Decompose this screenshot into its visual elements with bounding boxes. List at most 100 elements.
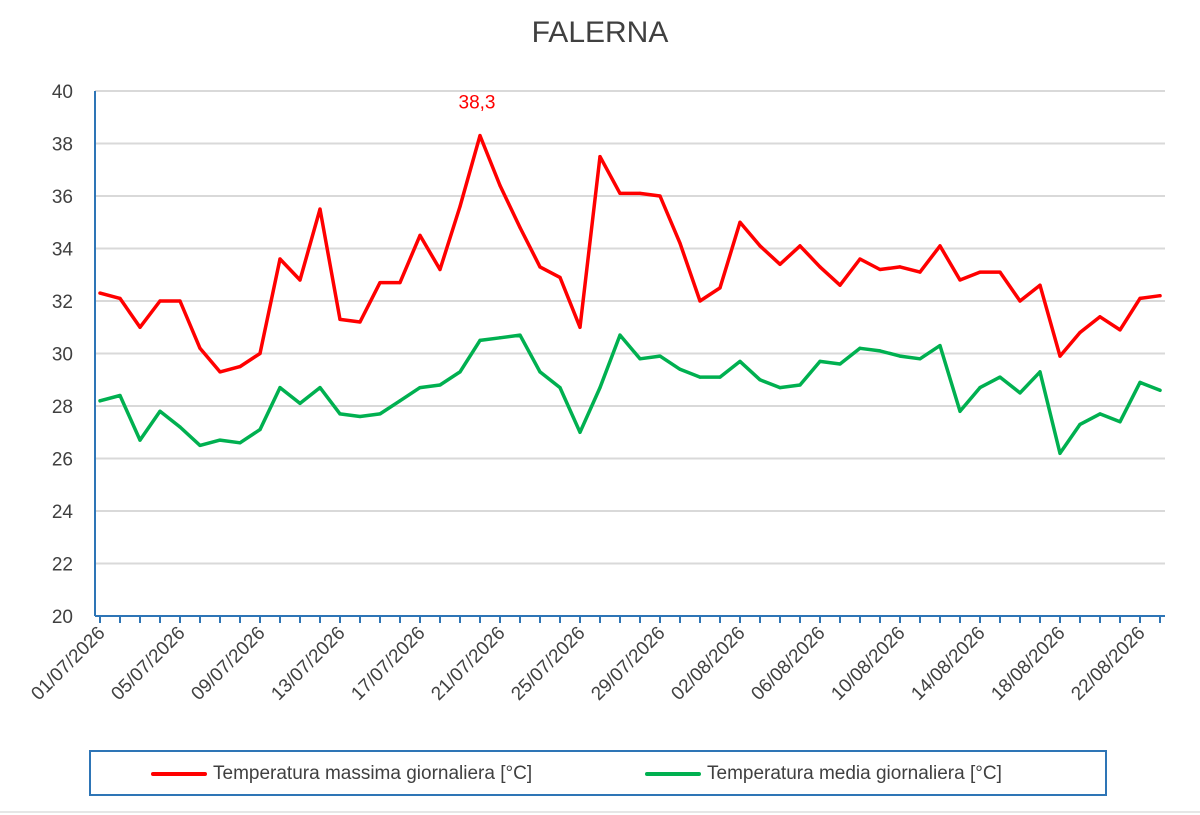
x-tick-label-29/07/2026: 29/07/2026 (587, 623, 669, 705)
data-point-mean-03/07/2026 (138, 438, 142, 442)
y-tick-label-40: 40 (52, 82, 73, 103)
data-point-max-10/08/2026 (898, 265, 902, 269)
data-point-max-22/07/2026 (518, 225, 522, 230)
data-point-mean-17/07/2026 (418, 386, 422, 390)
data-point-max-02/08/2026 (738, 220, 742, 224)
data-point-max-31/07/2026 (698, 299, 702, 303)
data-point-mean-07/07/2026 (218, 438, 222, 442)
x-tick-label-02/08/2026: 02/08/2026 (667, 623, 749, 705)
data-point-mean-29/07/2026 (658, 354, 662, 358)
y-tick-label-36: 36 (52, 187, 73, 208)
data-point-mean-02/08/2026 (738, 359, 742, 363)
data-point-mean-03/08/2026 (758, 378, 762, 382)
data-point-mean-05/08/2026 (798, 383, 802, 387)
y-tick-label-22: 22 (52, 555, 73, 576)
data-point-max-08/07/2026 (238, 365, 242, 369)
legend-label-max: Temperatura massima giornaliera [°C] (213, 763, 533, 784)
data-point-max-01/07/2026 (98, 291, 102, 295)
data-point-mean-31/07/2026 (698, 375, 702, 379)
legend-swatch-mean (645, 772, 701, 776)
data-point-max-11/08/2026 (918, 270, 922, 274)
y-tick-label-38: 38 (52, 135, 73, 156)
data-point-mean-04/07/2026 (158, 409, 162, 413)
data-point-mean-25/07/2026 (578, 430, 582, 434)
x-tick-label-13/07/2026: 13/07/2026 (267, 623, 349, 705)
data-point-max-19/08/2026 (1078, 330, 1082, 335)
x-tick-label-25/07/2026: 25/07/2026 (507, 623, 589, 705)
data-point-mean-20/08/2026 (1098, 412, 1102, 416)
x-tick-label-14/08/2026: 14/08/2026 (907, 623, 989, 705)
data-point-mean-04/08/2026 (778, 386, 782, 390)
data-point-mean-02/07/2026 (118, 393, 122, 398)
data-point-max-17/08/2026 (1038, 283, 1042, 287)
data-point-mean-01/08/2026 (718, 375, 722, 379)
legend-swatch-max (151, 772, 207, 776)
data-point-max-27/07/2026 (618, 191, 622, 195)
data-point-max-11/07/2026 (298, 278, 302, 282)
legend-label-mean: Temperatura media giornaliera [°C] (707, 763, 1002, 784)
data-point-max-13/08/2026 (958, 278, 962, 282)
data-label-peak: 38,3 (459, 93, 496, 114)
data-point-mean-15/08/2026 (998, 375, 1002, 379)
data-point-mean-11/08/2026 (918, 357, 922, 361)
data-point-mean-01/07/2026 (98, 399, 102, 403)
data-point-max-06/08/2026 (818, 265, 822, 269)
data-point-mean-28/07/2026 (638, 357, 642, 361)
data-point-max-16/07/2026 (398, 281, 402, 285)
data-point-mean-06/08/2026 (818, 359, 822, 363)
x-tick-label-01/07/2026: 01/07/2026 (27, 623, 109, 705)
data-point-mean-09/08/2026 (878, 349, 882, 353)
data-point-max-09/07/2026 (258, 351, 262, 356)
x-tick-label-21/07/2026: 21/07/2026 (427, 623, 509, 705)
data-point-mean-30/07/2026 (678, 367, 682, 371)
data-point-max-28/07/2026 (638, 191, 642, 195)
legend-item-max: Temperatura massima giornaliera [°C] (151, 762, 532, 786)
data-point-max-14/08/2026 (978, 270, 982, 274)
chart-legend: Temperatura massima giornaliera [°C] Tem… (89, 750, 1107, 796)
data-point-mean-06/07/2026 (198, 443, 202, 447)
data-point-max-13/07/2026 (338, 317, 342, 321)
data-point-max-07/07/2026 (218, 370, 222, 374)
data-point-max-05/08/2026 (798, 244, 802, 248)
data-point-mean-10/08/2026 (898, 354, 902, 358)
data-point-mean-05/07/2026 (178, 425, 182, 429)
data-point-mean-08/08/2026 (858, 346, 862, 350)
data-point-max-30/07/2026 (678, 241, 682, 245)
data-point-max-07/08/2026 (838, 283, 842, 287)
y-tick-label-20: 20 (52, 607, 73, 628)
y-tick-label-28: 28 (52, 397, 73, 418)
y-tick-label-26: 26 (52, 450, 73, 471)
data-point-mean-14/07/2026 (358, 414, 362, 419)
y-tick-label-32: 32 (52, 292, 73, 313)
data-point-mean-07/08/2026 (838, 362, 842, 366)
x-tick-label-10/08/2026: 10/08/2026 (827, 623, 909, 705)
series-line-max (98, 133, 1162, 374)
data-point-mean-21/08/2026 (1118, 420, 1122, 424)
data-point-max-23/08/2026 (1158, 294, 1162, 298)
series-line-mean (98, 333, 1162, 456)
x-tick-label-09/07/2026: 09/07/2026 (187, 623, 269, 705)
data-point-mean-24/07/2026 (558, 386, 562, 390)
data-point-mean-26/07/2026 (598, 386, 602, 390)
x-tick-label-18/08/2026: 18/08/2026 (987, 623, 1069, 705)
data-point-max-04/07/2026 (158, 299, 162, 303)
data-point-mean-16/07/2026 (398, 399, 402, 403)
bottom-divider (0, 811, 1200, 813)
data-point-max-02/07/2026 (118, 296, 122, 300)
x-tick-label-05/07/2026: 05/07/2026 (107, 623, 189, 705)
data-point-mean-12/07/2026 (318, 386, 322, 390)
data-point-mean-13/07/2026 (338, 412, 342, 416)
y-tick-label-24: 24 (52, 502, 74, 523)
data-point-max-21/08/2026 (1118, 328, 1122, 332)
data-point-mean-22/07/2026 (518, 333, 522, 337)
x-tick-label-06/08/2026: 06/08/2026 (747, 623, 829, 705)
data-point-max-26/07/2026 (598, 155, 602, 159)
data-point-max-06/07/2026 (198, 346, 202, 350)
data-point-mean-09/07/2026 (258, 428, 262, 432)
data-point-max-23/07/2026 (538, 265, 542, 269)
data-point-mean-27/07/2026 (618, 333, 622, 337)
data-point-max-20/07/2026 (478, 134, 482, 138)
data-point-mean-13/08/2026 (958, 409, 962, 413)
data-point-max-03/07/2026 (138, 325, 142, 329)
